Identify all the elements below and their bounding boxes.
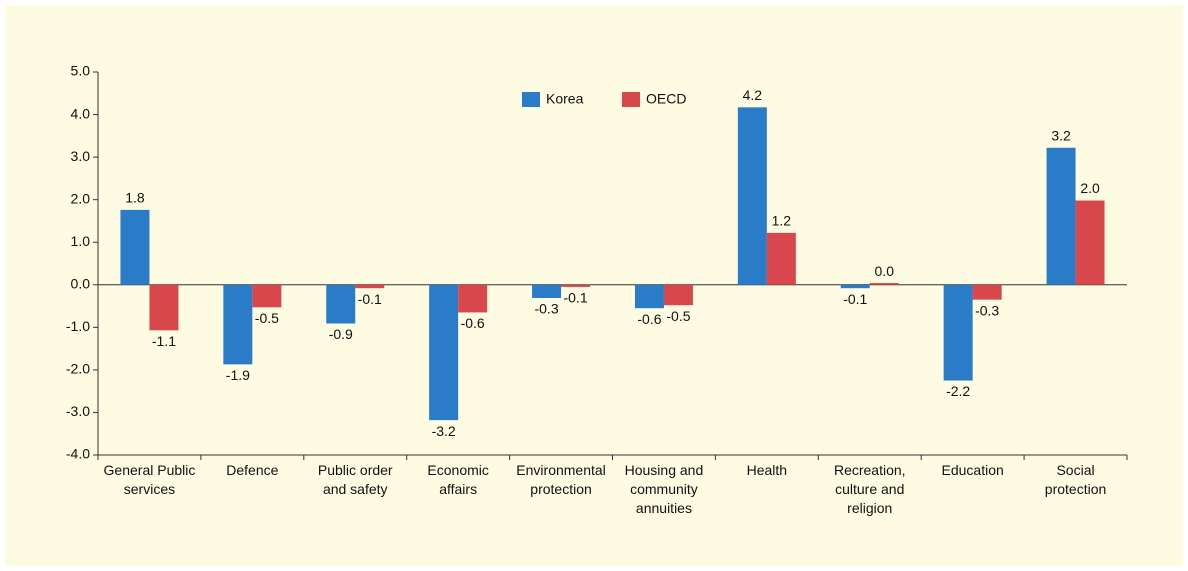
x-tick-label-line: Defence <box>226 462 278 478</box>
y-tick-label: -2.0 <box>66 361 90 377</box>
bar <box>840 284 870 289</box>
bar <box>326 284 356 324</box>
value-label: 2.0 <box>1080 180 1100 196</box>
x-tick-label-line: Health <box>747 462 787 478</box>
x-tick-label: General Public services <box>104 462 196 497</box>
y-tick-label: -4.0 <box>66 446 90 462</box>
y-tick-label: 0.0 <box>71 275 91 291</box>
x-tick-label: Economic affairs <box>427 462 488 497</box>
value-label: -0.6 <box>461 315 485 331</box>
x-tick-label-line: community <box>630 481 698 497</box>
y-tick-label: 5.0 <box>71 63 91 79</box>
x-tick-label: Environmental protection <box>516 462 606 497</box>
y-tick-label: -3.0 <box>66 403 90 419</box>
bar <box>972 284 1002 300</box>
bar <box>429 284 459 421</box>
value-label: 3.2 <box>1051 127 1071 143</box>
bar <box>561 284 591 287</box>
value-label: -2.2 <box>946 383 970 399</box>
y-tick-label: 4.0 <box>71 105 91 121</box>
x-tick-label-line: religion <box>847 500 892 516</box>
value-label: -0.5 <box>255 310 279 326</box>
bar <box>634 284 664 309</box>
value-label: -0.5 <box>666 308 690 324</box>
x-tick-label-line: Housing and <box>625 462 704 478</box>
bar <box>1046 147 1076 285</box>
x-tick-label-line: culture and <box>835 481 904 497</box>
value-label: 1.2 <box>772 213 792 229</box>
bar <box>355 284 385 289</box>
value-label: 0.0 <box>875 263 895 279</box>
bar <box>1075 200 1105 285</box>
x-tick-label: Social protection <box>1045 462 1106 497</box>
value-label: 1.8 <box>125 190 145 206</box>
x-tick-label-line: Social <box>1056 462 1094 478</box>
value-label: -0.6 <box>637 311 661 327</box>
x-tick-label-line: Environmental <box>516 462 606 478</box>
x-tick-label: Defence <box>226 462 278 478</box>
value-label: -1.1 <box>152 333 176 349</box>
y-tick-label: 1.0 <box>71 233 91 249</box>
bar <box>223 284 253 365</box>
x-tick-label-line: Recreation, <box>834 462 906 478</box>
y-tick-label: 2.0 <box>71 190 91 206</box>
x-tick-label-line: General Public <box>104 462 196 478</box>
value-label: -0.9 <box>329 326 353 342</box>
bar <box>149 284 179 331</box>
x-tick-label-line: and safety <box>323 481 388 497</box>
x-tick-label-line: protection <box>530 481 591 497</box>
bar <box>869 283 899 285</box>
legend-swatch <box>622 92 640 107</box>
legend-label: Korea <box>546 91 584 107</box>
x-tick-label-line: affairs <box>439 481 477 497</box>
y-tick-label: 3.0 <box>71 148 91 164</box>
x-tick-label: Health <box>747 462 787 478</box>
value-label: -1.9 <box>226 367 250 383</box>
value-label: -0.3 <box>975 302 999 318</box>
value-label: -0.1 <box>563 290 587 306</box>
bar <box>120 209 150 285</box>
bar <box>737 107 767 285</box>
x-tick-label: Housing and community annuities <box>625 462 704 516</box>
value-label: -3.2 <box>432 423 456 439</box>
value-label: -0.1 <box>358 291 382 307</box>
x-tick-label-line: annuities <box>636 500 692 516</box>
value-label: -0.3 <box>534 301 558 317</box>
x-tick-label-line: Education <box>942 462 1004 478</box>
bar <box>252 284 282 308</box>
background <box>5 5 1183 566</box>
bar <box>532 284 562 298</box>
legend-swatch <box>522 92 540 107</box>
legend-label: OECD <box>646 91 686 107</box>
x-tick-label: Education <box>942 462 1004 478</box>
value-label: -0.1 <box>843 291 867 307</box>
x-tick-label-line: services <box>124 481 175 497</box>
x-tick-label-line: Economic <box>427 462 488 478</box>
bar <box>663 284 693 306</box>
x-tick-label-line: Public order <box>318 462 393 478</box>
x-tick-label: Recreation, culture and religion <box>834 462 906 516</box>
x-tick-label-line: protection <box>1045 481 1106 497</box>
x-tick-label: Public order and safety <box>318 462 393 497</box>
bar <box>766 232 796 285</box>
bar <box>458 284 488 313</box>
y-tick-label: -1.0 <box>66 318 90 334</box>
value-label: 4.2 <box>743 87 763 103</box>
bar <box>943 284 973 381</box>
